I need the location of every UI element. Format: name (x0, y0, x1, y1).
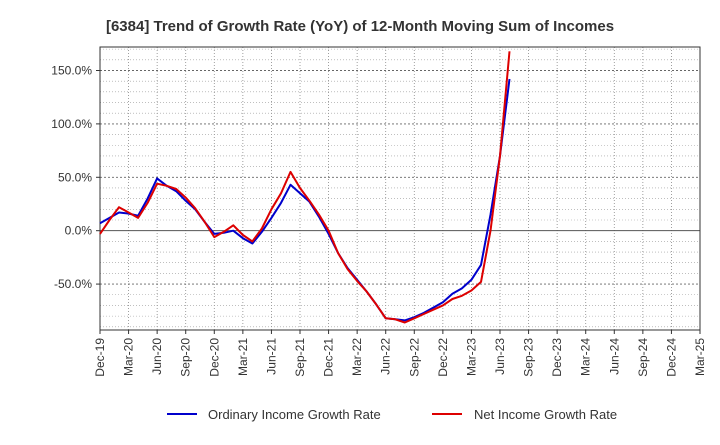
grid (100, 47, 700, 330)
x-tick-label: Dec-21 (322, 338, 336, 377)
x-tick-label: Mar-20 (122, 338, 136, 376)
x-tick-label: Mar-24 (579, 338, 593, 376)
y-tick-label: 100.0% (51, 117, 92, 131)
x-tick-label: Jun-22 (379, 338, 393, 375)
x-tick-label: Mar-25 (693, 338, 707, 376)
x-tick-label: Dec-19 (93, 338, 107, 377)
x-tick-label: Jun-23 (493, 338, 507, 375)
x-tick-label: Mar-22 (350, 338, 364, 376)
x-tick-label: Jun-20 (150, 338, 164, 375)
x-tick-label: Mar-21 (236, 338, 250, 376)
y-tick-label: 50.0% (58, 170, 92, 184)
x-tick-label: Dec-24 (664, 338, 678, 377)
x-tick-label: Jun-24 (607, 338, 621, 375)
x-tick-label: Jun-21 (264, 338, 278, 375)
x-tick-label: Sep-20 (179, 338, 193, 377)
x-tick-label: Sep-23 (522, 338, 536, 377)
x-tick-label: Dec-22 (436, 338, 450, 377)
x-tick-label: Dec-20 (207, 338, 221, 377)
legend: Ordinary Income Growth Rate Net Income G… (167, 407, 617, 422)
legend-label-ordinary: Ordinary Income Growth Rate (208, 407, 381, 422)
series-line-net-income (99, 51, 511, 324)
legend-label-net: Net Income Growth Rate (474, 407, 617, 422)
series-lines (99, 51, 511, 324)
y-tick-label: -50.0% (54, 277, 92, 291)
x-tick-label: Sep-21 (293, 338, 307, 377)
plot-frame (99, 46, 701, 331)
y-tick-label: 150.0% (51, 63, 92, 77)
x-tick-label: Dec-23 (550, 338, 564, 377)
x-tick-label: Mar-23 (464, 338, 478, 376)
axes: Dec-19 Mar-20 Jun-20 Sep-20 Dec-20 Mar-21 Jun-… (51, 46, 707, 377)
x-tick-label: Sep-24 (636, 338, 650, 377)
chart-title: [6384] Trend of Growth Rate (YoY) of 12-… (106, 18, 614, 35)
y-tick-label: 0.0% (65, 224, 93, 238)
x-tick-label: Sep-22 (407, 338, 421, 377)
